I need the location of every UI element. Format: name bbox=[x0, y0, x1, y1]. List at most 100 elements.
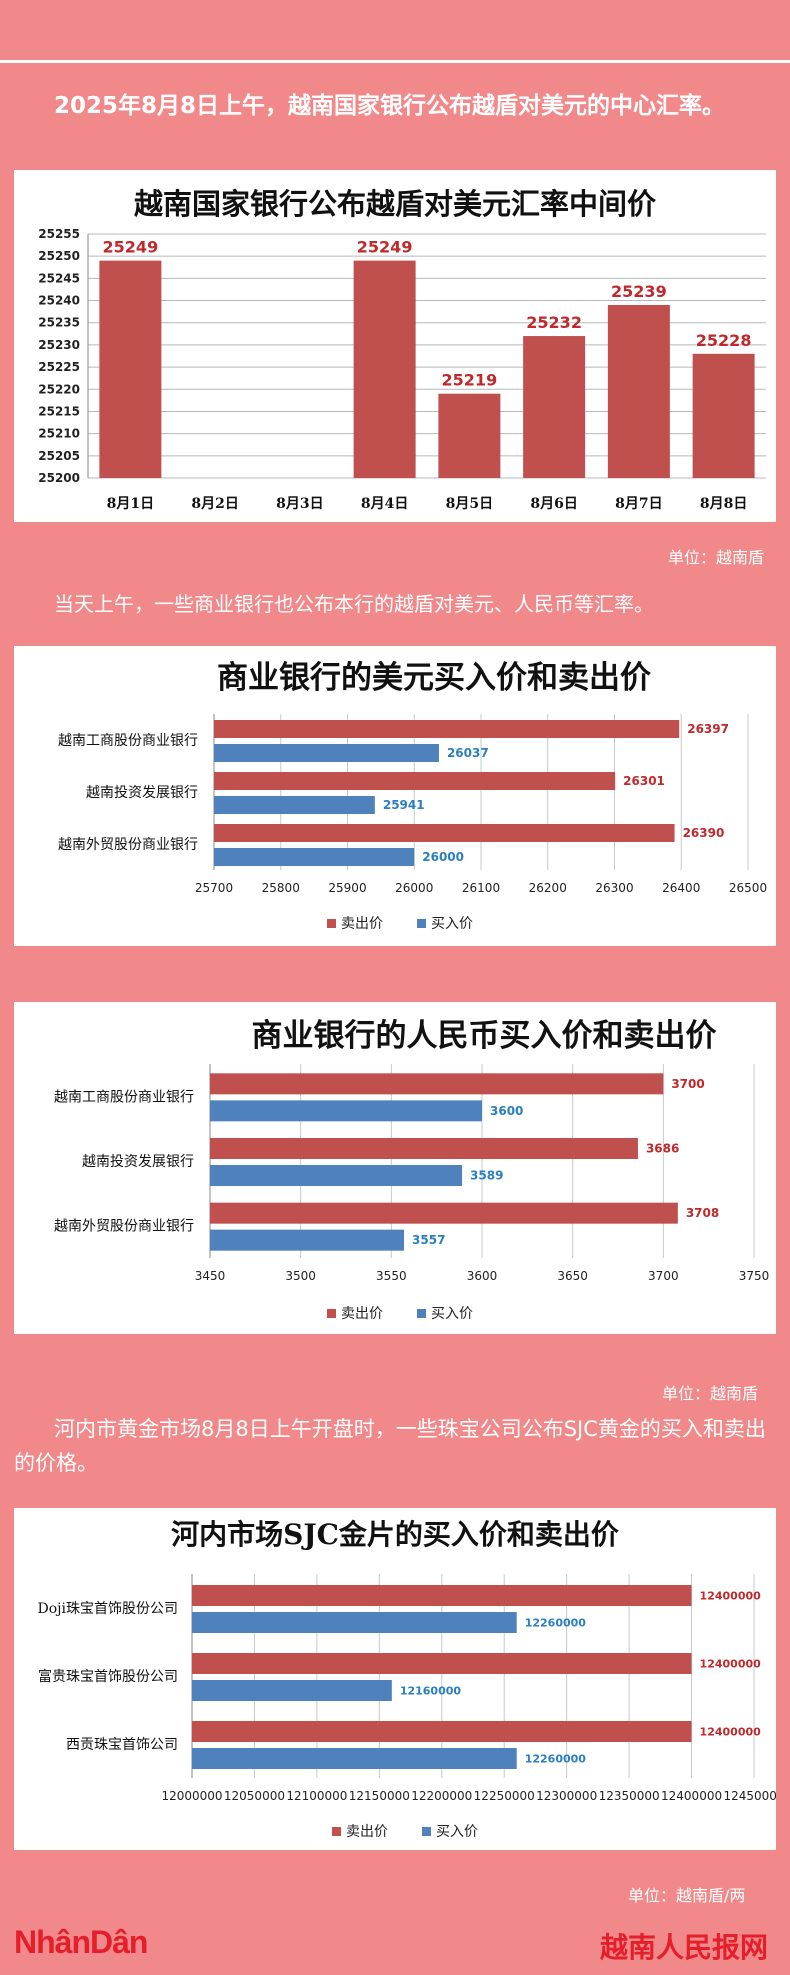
y-tick-label: 25250 bbox=[38, 249, 80, 263]
data-label: 12160000 bbox=[400, 1685, 462, 1698]
x-tick-label: 3700 bbox=[648, 1269, 679, 1283]
x-tick-label: 12000000 bbox=[161, 1789, 222, 1803]
x-tick-label: 8月8日 bbox=[700, 496, 747, 512]
bar bbox=[607, 304, 670, 478]
legend-label: 买入价 bbox=[436, 1824, 478, 1840]
chart-title: 河内市场SJC金片的买入价和卖出价 bbox=[171, 1518, 620, 1551]
legend-label: 卖出价 bbox=[341, 1306, 383, 1322]
y-tick-label: 25245 bbox=[38, 271, 80, 285]
top-divider bbox=[0, 60, 790, 63]
chart-panel-cny: 商业银行的人民币买入价和卖出价 3450 3500 3550 3600 3650 3700 3… bbox=[14, 1002, 776, 1334]
x-tick-label: 3500 bbox=[285, 1269, 316, 1283]
data-label: 26301 bbox=[623, 774, 665, 788]
bar bbox=[692, 353, 755, 478]
unit-label-1: 单位：越南盾 bbox=[668, 548, 765, 567]
y-tick-label: 25200 bbox=[38, 471, 80, 485]
x-tick-label: 8月3日 bbox=[276, 496, 323, 512]
legend-swatch bbox=[332, 1827, 341, 1836]
data-label: 26037 bbox=[447, 746, 489, 760]
x-tick-label: 12200000 bbox=[411, 1789, 472, 1803]
data-label: 12400000 bbox=[700, 1658, 762, 1671]
x-tick-label: 26100 bbox=[462, 881, 500, 895]
bar bbox=[438, 393, 501, 478]
y-tick-label: 25235 bbox=[38, 316, 80, 330]
x-tick-label: 12450000 bbox=[723, 1789, 776, 1803]
bar-buy bbox=[210, 1165, 463, 1186]
x-tick-label: 12150000 bbox=[349, 1789, 410, 1803]
x-tick-label: 3650 bbox=[557, 1269, 588, 1283]
x-tick-label: 12350000 bbox=[599, 1789, 660, 1803]
bar-buy bbox=[210, 1229, 405, 1251]
y-tick-label: 西贡珠宝首饰公司 bbox=[66, 1737, 178, 1753]
y-tick-label: 越南外贸股份商业银行 bbox=[54, 1219, 194, 1235]
y-tick-label: 越南外贸股份商业银行 bbox=[58, 837, 198, 853]
x-tick-label: 8月2日 bbox=[191, 496, 238, 512]
legend-swatch bbox=[417, 1309, 426, 1318]
y-tick-label: 越南工商股份商业银行 bbox=[54, 1089, 194, 1105]
legend-label: 买入价 bbox=[431, 916, 473, 932]
data-label: 25941 bbox=[383, 798, 425, 812]
x-tick-label: 12250000 bbox=[474, 1789, 535, 1803]
legend-label: 卖出价 bbox=[341, 916, 383, 932]
cny-rate-chart: 商业银行的人民币买入价和卖出价 3450 3500 3550 3600 3650 3700 3… bbox=[54, 1018, 769, 1322]
intro-paragraph-3: 河内市黄金市场8月8日上午开盘时，一些珠宝公司公布SJC黄金的买入和卖出的价格。 bbox=[14, 1417, 766, 1475]
data-label: 26000 bbox=[422, 850, 464, 864]
x-tick-label: 3600 bbox=[467, 1269, 498, 1283]
legend-swatch bbox=[327, 919, 336, 928]
data-label: 25219 bbox=[442, 371, 498, 390]
y-tick-label: 25215 bbox=[38, 404, 80, 418]
data-label: 25232 bbox=[526, 313, 582, 332]
chart-title: 越南国家银行公布越盾对美元汇率中间价 bbox=[134, 187, 657, 221]
y-tick-label: 25255 bbox=[38, 227, 80, 241]
bar-buy bbox=[192, 1612, 517, 1633]
y-tick-label: 富贵珠宝首饰股份公司 bbox=[38, 1668, 178, 1685]
x-tick-label: 3450 bbox=[195, 1269, 226, 1283]
y-tick-label: 25230 bbox=[38, 338, 80, 352]
unit-label-3: 单位：越南盾/两 bbox=[628, 1886, 746, 1905]
legend-label: 卖出价 bbox=[346, 1824, 388, 1840]
chart-panel-usd: 商业银行的美元买入价和卖出价 25700 25800 25900 26000 26100 2… bbox=[14, 646, 776, 946]
y-tick-label: 25210 bbox=[38, 427, 80, 441]
bar-sell bbox=[210, 1202, 678, 1224]
data-label: 25239 bbox=[611, 282, 667, 301]
data-label: 3557 bbox=[412, 1233, 445, 1247]
data-label: 25249 bbox=[357, 238, 413, 257]
x-tick-label: 26000 bbox=[395, 881, 433, 895]
legend-label: 买入价 bbox=[431, 1306, 473, 1322]
y-tick-label: 越南投资发展银行 bbox=[86, 785, 198, 801]
bar-sell bbox=[192, 1653, 692, 1674]
x-tick-label: 12300000 bbox=[536, 1789, 597, 1803]
x-tick-label: 12100000 bbox=[286, 1789, 347, 1803]
x-tick-label: 26200 bbox=[529, 881, 567, 895]
bar-sell bbox=[214, 772, 616, 790]
legend-swatch bbox=[327, 1309, 336, 1318]
data-label: 25228 bbox=[696, 331, 752, 350]
site-name: 越南人民报网 bbox=[599, 1931, 768, 1964]
x-tick-label: 8月1日 bbox=[107, 496, 154, 512]
chart-title: 商业银行的美元买入价和卖出价 bbox=[217, 660, 651, 696]
data-label: 26397 bbox=[687, 722, 729, 736]
data-label: 25249 bbox=[103, 238, 159, 257]
x-tick-label: 26300 bbox=[595, 881, 633, 895]
bar-sell bbox=[214, 824, 675, 842]
x-tick-label: 25800 bbox=[262, 881, 300, 895]
bar-buy bbox=[210, 1100, 482, 1122]
bar bbox=[99, 260, 162, 478]
bar-sell bbox=[210, 1138, 638, 1159]
data-label: 3589 bbox=[470, 1169, 503, 1183]
chart-panel-gold: 河内市场SJC金片的买入价和卖出价 12000000 12050000 1210000… bbox=[14, 1508, 776, 1850]
y-tick-label: 25225 bbox=[38, 360, 80, 374]
gold-price-chart: 河内市场SJC金片的买入价和卖出价 12000000 12050000 1210000… bbox=[38, 1518, 776, 1840]
intro-paragraph-1: 2025年8月8日上午，越南国家银行公布越盾对美元的中心汇率。 bbox=[54, 93, 726, 119]
data-label: 12400000 bbox=[700, 1590, 762, 1603]
x-tick-label: 3550 bbox=[376, 1269, 407, 1283]
x-tick-label: 8月4日 bbox=[361, 496, 408, 512]
legend-swatch bbox=[417, 919, 426, 928]
x-tick-label: 25700 bbox=[195, 881, 233, 895]
legend-swatch bbox=[422, 1827, 431, 1836]
data-label: 3708 bbox=[686, 1206, 719, 1220]
y-tick-label: 25240 bbox=[38, 294, 80, 308]
bar-buy bbox=[214, 848, 415, 866]
bar-sell bbox=[214, 720, 680, 738]
bar-buy bbox=[192, 1748, 517, 1769]
